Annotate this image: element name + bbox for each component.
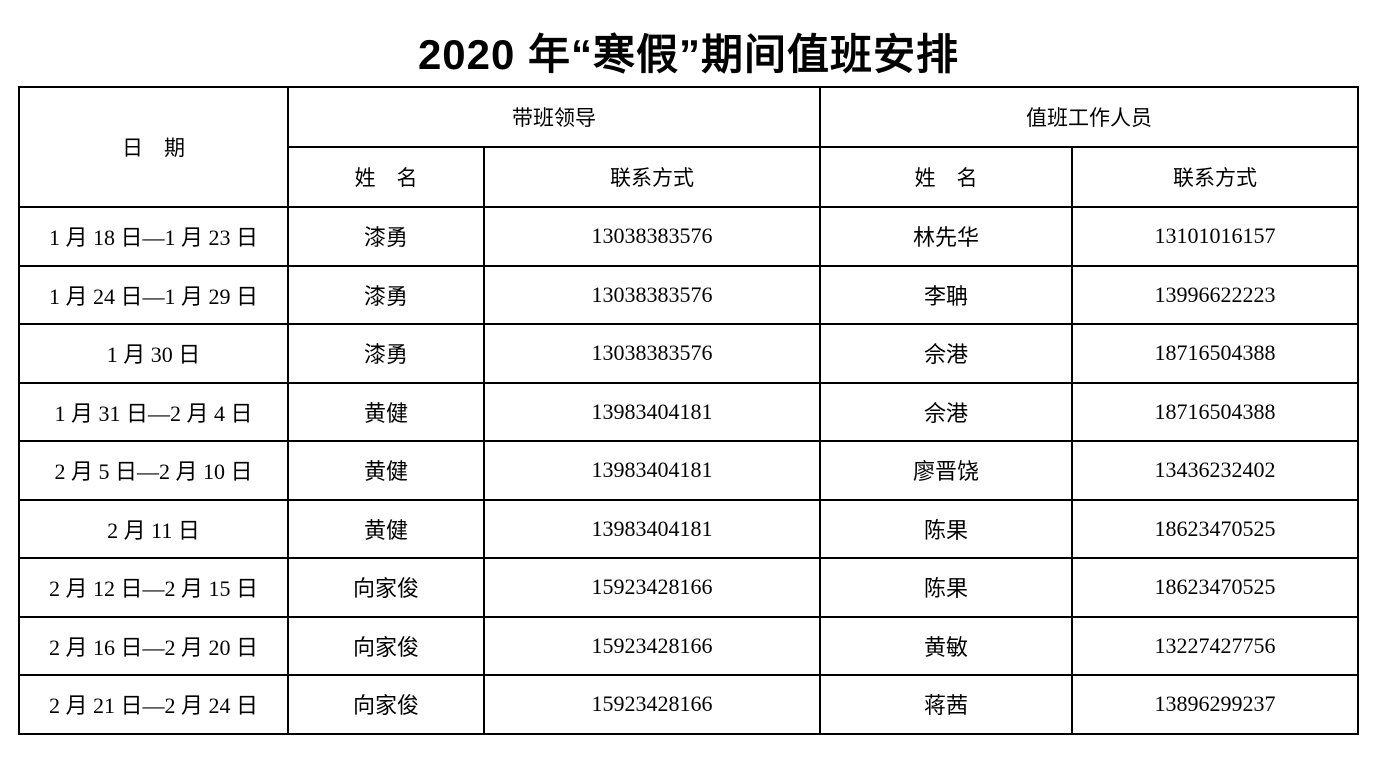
- leader-name-cell: 黄健: [287, 381, 485, 442]
- staff-contact-cell: 18623470525: [1071, 557, 1359, 618]
- staff-contact-cell: 18716504388: [1071, 381, 1359, 442]
- duty-row: 2 月 12 日—2 月 15 日 向家俊 15923428166 陈果 186…: [18, 557, 1359, 618]
- staff-name-cell: 蒋茜: [819, 674, 1073, 735]
- date-cell: 1 月 24 日—1 月 29 日: [18, 264, 289, 325]
- leader-contact-cell: 13983404181: [483, 381, 821, 442]
- staff-contact-cell: 13436232402: [1071, 440, 1359, 501]
- date-cell: 2 月 5 日—2 月 10 日: [18, 440, 289, 501]
- staff-contact-cell: 13101016157: [1071, 206, 1359, 267]
- leader-name-cell: 黄健: [287, 440, 485, 501]
- duty-row: 1 月 30 日 漆勇 13038383576 佘港 18716504388: [18, 323, 1359, 384]
- leader-name-cell: 漆勇: [287, 206, 485, 267]
- header-leader-group: 带班领导: [287, 86, 821, 148]
- header-leader-contact: 联系方式: [483, 146, 821, 208]
- leader-name-cell: 向家俊: [287, 674, 485, 735]
- staff-name-cell: 廖晋饶: [819, 440, 1073, 501]
- header-leader-name: 姓 名: [287, 146, 485, 208]
- header-date: 日 期: [18, 86, 289, 208]
- duty-row: 1 月 24 日—1 月 29 日 漆勇 13038383576 李聃 1399…: [18, 264, 1359, 325]
- header-staff-name: 姓 名: [819, 146, 1073, 208]
- duty-row: 2 月 16 日—2 月 20 日 向家俊 15923428166 黄敏 132…: [18, 615, 1359, 676]
- leader-contact-cell: 13038383576: [483, 323, 821, 384]
- staff-name-cell: 林先华: [819, 206, 1073, 267]
- duty-schedule-table: 日 期 带班领导 值班工作人员 姓 名 联系方式 姓 名 联系方式 1 月 18…: [18, 86, 1359, 735]
- staff-name-cell: 佘港: [819, 323, 1073, 384]
- duty-row: 2 月 11 日 黄健 13983404181 陈果 18623470525: [18, 498, 1359, 559]
- date-cell: 1 月 30 日: [18, 323, 289, 384]
- staff-contact-cell: 18623470525: [1071, 498, 1359, 559]
- duty-row: 1 月 18 日—1 月 23 日 漆勇 13038383576 林先华 131…: [18, 206, 1359, 267]
- staff-contact-cell: 13896299237: [1071, 674, 1359, 735]
- leader-name-cell: 向家俊: [287, 557, 485, 618]
- staff-name-cell: 陈果: [819, 498, 1073, 559]
- leader-name-cell: 向家俊: [287, 615, 485, 676]
- header-staff-group: 值班工作人员: [819, 86, 1359, 148]
- leader-contact-cell: 13038383576: [483, 264, 821, 325]
- duty-row: 2 月 5 日—2 月 10 日 黄健 13983404181 廖晋饶 1343…: [18, 440, 1359, 501]
- header-row-fields: 姓 名 联系方式 姓 名 联系方式: [19, 146, 1359, 208]
- leader-name-cell: 黄健: [287, 498, 485, 559]
- staff-contact-cell: 13996622223: [1071, 264, 1359, 325]
- leader-name-cell: 漆勇: [287, 264, 485, 325]
- header-staff-contact: 联系方式: [1071, 146, 1359, 208]
- date-cell: 2 月 12 日—2 月 15 日: [18, 557, 289, 618]
- staff-name-cell: 佘港: [819, 381, 1073, 442]
- duty-row: 2 月 21 日—2 月 24 日 向家俊 15923428166 蒋茜 138…: [18, 674, 1359, 735]
- duty-row: 1 月 31 日—2 月 4 日 黄健 13983404181 佘港 18716…: [18, 381, 1359, 442]
- date-cell: 1 月 31 日—2 月 4 日: [18, 381, 289, 442]
- leader-contact-cell: 15923428166: [483, 615, 821, 676]
- date-cell: 2 月 16 日—2 月 20 日: [18, 615, 289, 676]
- date-cell: 1 月 18 日—1 月 23 日: [18, 206, 289, 267]
- staff-contact-cell: 13227427756: [1071, 615, 1359, 676]
- leader-contact-cell: 15923428166: [483, 674, 821, 735]
- date-cell: 2 月 11 日: [18, 498, 289, 559]
- staff-name-cell: 黄敏: [819, 615, 1073, 676]
- staff-name-cell: 陈果: [819, 557, 1073, 618]
- header-row-groups: 日 期 带班领导 值班工作人员: [18, 86, 1359, 208]
- date-cell: 2 月 21 日—2 月 24 日: [18, 674, 289, 735]
- leader-contact-cell: 13983404181: [483, 440, 821, 501]
- leader-name-cell: 漆勇: [287, 323, 485, 384]
- leader-contact-cell: 15923428166: [483, 557, 821, 618]
- leader-contact-cell: 13983404181: [483, 498, 821, 559]
- staff-contact-cell: 18716504388: [1071, 323, 1359, 384]
- leader-contact-cell: 13038383576: [483, 206, 821, 267]
- staff-name-cell: 李聃: [819, 264, 1073, 325]
- page-title: 2020 年“寒假”期间值班安排: [417, 31, 960, 78]
